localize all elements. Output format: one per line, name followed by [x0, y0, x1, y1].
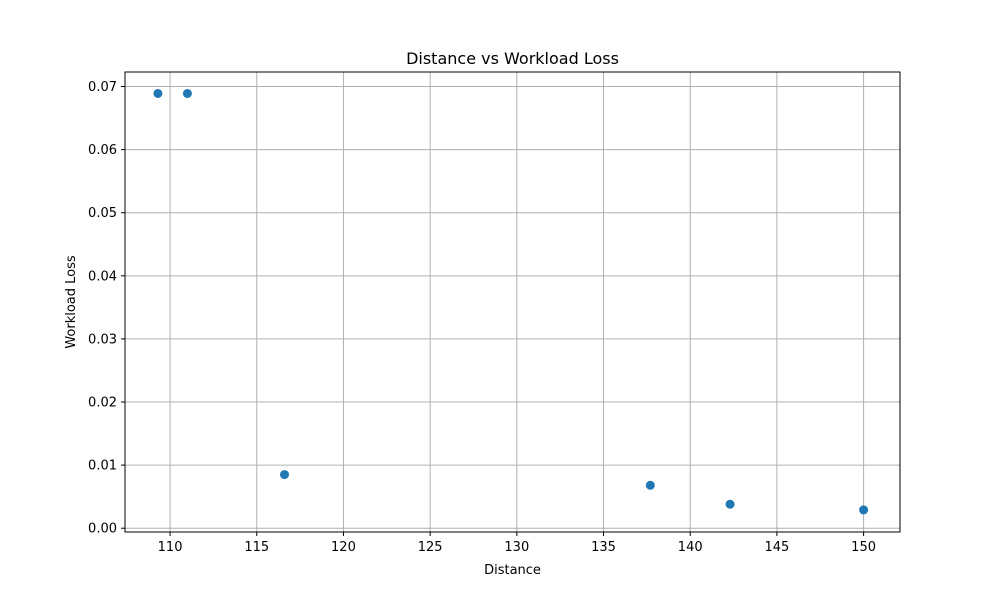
data-points [153, 88, 869, 515]
x-tick-label: 125 [418, 540, 443, 555]
grid [125, 72, 900, 532]
x-tick-label: 110 [158, 540, 183, 555]
y-tick-label: 0.00 [88, 522, 117, 537]
data-point [645, 480, 655, 490]
y-tick-label: 0.01 [88, 459, 117, 474]
x-tick-label: 120 [331, 540, 356, 555]
x-tick-label: 135 [591, 540, 616, 555]
y-tick-label: 0.07 [88, 80, 117, 95]
plot-frame [124, 71, 901, 533]
y-axis-ticks: 0.00 0.01 0.02 0.03 0.04 0.05 0.06 0.07 [88, 80, 125, 537]
data-point [153, 88, 163, 98]
x-tick-label: 145 [764, 540, 789, 555]
x-tick-label: 140 [678, 540, 703, 555]
x-axis-ticks: 110 115 120 125 130 135 140 145 150 [158, 532, 876, 555]
y-tick-label: 0.04 [88, 269, 117, 284]
data-point [859, 505, 869, 515]
y-tick-label: 0.06 [88, 143, 117, 158]
x-tick-label: 150 [851, 540, 876, 555]
data-point [182, 88, 192, 98]
y-tick-label: 0.02 [88, 396, 117, 411]
x-axis-label: Distance [484, 563, 541, 578]
x-tick-label: 130 [504, 540, 529, 555]
x-tick-label: 115 [244, 540, 269, 555]
chart-title: Distance vs Workload Loss [406, 49, 619, 68]
data-point [280, 470, 290, 480]
y-axis-label: Workload Loss [64, 255, 79, 349]
data-point [725, 499, 735, 509]
y-tick-label: 0.03 [88, 332, 117, 347]
y-tick-label: 0.05 [88, 206, 117, 221]
